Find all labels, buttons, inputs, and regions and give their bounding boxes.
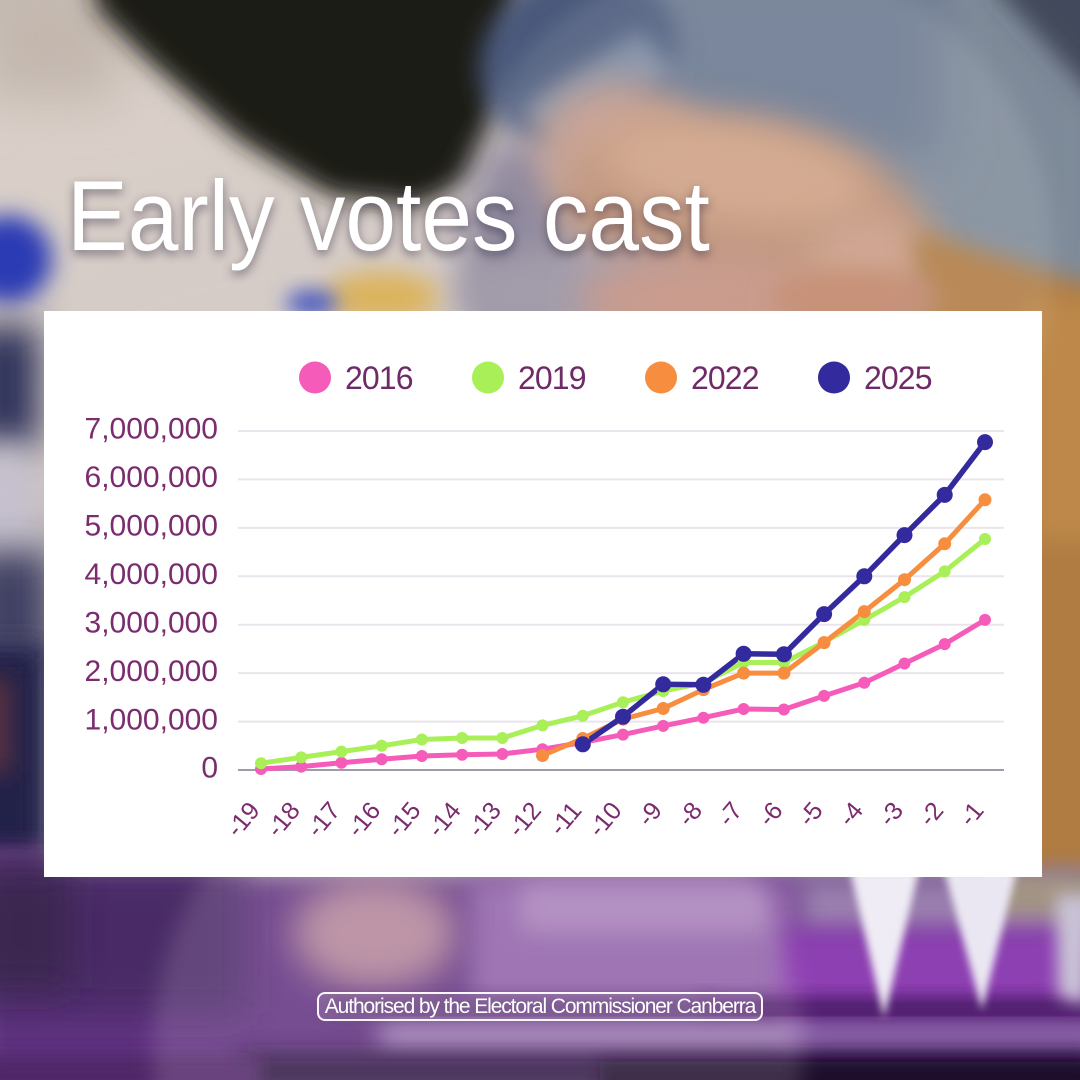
svg-text:-7: -7 (712, 797, 748, 832)
svg-text:2019: 2019 (518, 360, 586, 396)
svg-text:-13: -13 (462, 797, 507, 843)
svg-text:-5: -5 (793, 797, 829, 832)
svg-text:5,000,000: 5,000,000 (85, 510, 218, 543)
svg-text:-11: -11 (544, 797, 587, 841)
svg-text:-12: -12 (502, 797, 547, 843)
svg-text:4,000,000: 4,000,000 (85, 558, 218, 591)
svg-text:-8: -8 (672, 797, 708, 832)
svg-text:-6: -6 (753, 797, 789, 832)
svg-text:-14: -14 (422, 797, 467, 843)
svg-text:2016: 2016 (345, 360, 413, 396)
svg-text:1,000,000: 1,000,000 (85, 703, 218, 736)
svg-text:-2: -2 (914, 797, 950, 832)
svg-text:-10: -10 (583, 797, 628, 843)
svg-text:-3: -3 (873, 797, 909, 832)
svg-text:-1: -1 (954, 797, 990, 832)
svg-text:-9: -9 (632, 797, 668, 832)
svg-text:-16: -16 (342, 797, 387, 843)
svg-text:2022: 2022 (691, 360, 759, 396)
svg-text:6,000,000: 6,000,000 (85, 461, 218, 494)
svg-text:2025: 2025 (864, 360, 932, 396)
svg-text:-19: -19 (221, 797, 266, 843)
svg-text:-18: -18 (261, 797, 306, 843)
svg-text:3,000,000: 3,000,000 (85, 606, 218, 639)
svg-text:-17: -17 (301, 797, 346, 843)
svg-text:-4: -4 (833, 797, 869, 832)
svg-text:2,000,000: 2,000,000 (85, 655, 218, 688)
svg-text:0: 0 (201, 752, 218, 785)
svg-text:7,000,000: 7,000,000 (85, 413, 218, 446)
svg-text:-15: -15 (382, 797, 427, 843)
